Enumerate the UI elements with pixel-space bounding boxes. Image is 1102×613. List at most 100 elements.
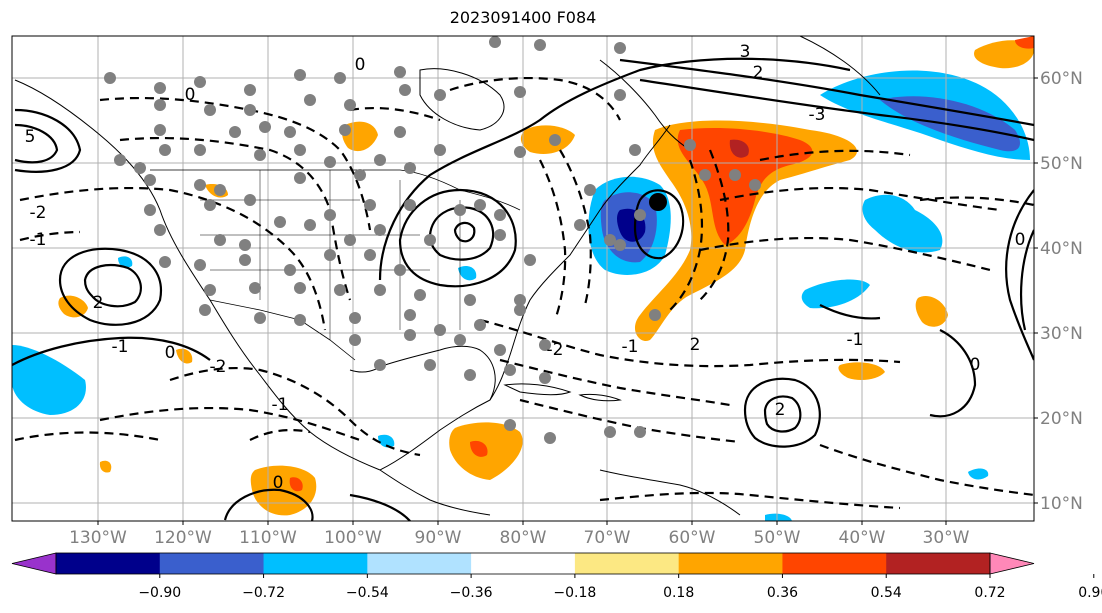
lon-label: 80°W: [500, 528, 547, 548]
contour-dashed-3: [19, 186, 327, 331]
station-dot: [284, 126, 296, 138]
station-dot: [394, 66, 406, 78]
colorbar-tick-label: −0.18: [553, 585, 596, 601]
contour-labels: 032-35-2-120-1 0-2-10-1 2 -102-20: [25, 42, 1026, 493]
station-dot: [244, 104, 256, 116]
contour-label: -1: [847, 330, 864, 350]
colorbar-segment: [263, 553, 368, 574]
contour-dashed-22: [249, 429, 311, 441]
contour-solid-south-pacific: [223, 488, 314, 521]
station-dot: [354, 169, 366, 181]
lat-label: 30°N: [1040, 324, 1083, 344]
station-dot: [214, 184, 226, 196]
station-dot: [364, 249, 376, 261]
station-dot: [544, 432, 556, 444]
station-dot: [424, 359, 436, 371]
station-dot: [539, 372, 551, 384]
lon-label: 90°W: [415, 528, 462, 548]
station-dot: [244, 84, 256, 96]
contour-dashed-17: [349, 106, 441, 122]
station-dot: [549, 134, 561, 146]
contour-solid-north-pacific-inner: [14, 123, 59, 164]
contour-solid-trough-inner: [428, 206, 495, 261]
contour-dashed-4: [19, 230, 81, 242]
contour-label: 2: [690, 335, 701, 355]
colorbar-segment: [159, 553, 265, 574]
positive-anomaly-east-atlantic: [915, 295, 948, 327]
contour-dashed-14: [819, 443, 1034, 497]
lon-label: 40°W: [839, 528, 886, 548]
station-dot: [434, 324, 446, 336]
contour-label: 2: [753, 63, 764, 83]
station-dot: [114, 154, 126, 166]
contour-label: -3: [809, 105, 826, 125]
station-dot: [144, 174, 156, 186]
station-dot: [204, 104, 216, 116]
colorbar-segment: [574, 553, 680, 574]
station-dot: [204, 199, 216, 211]
station-dot: [344, 234, 356, 246]
contour-label: 0: [273, 473, 284, 493]
station-dot: [604, 426, 616, 438]
station-dot: [254, 149, 266, 161]
lon-label: 120°W: [154, 528, 212, 548]
positive-anomaly-topright: [974, 40, 1034, 69]
negative-anomaly-central-atlantic: [801, 279, 870, 309]
station-dot: [514, 294, 526, 306]
contour-solid-far-east: [929, 329, 977, 418]
station-dot: [194, 144, 206, 156]
positive-anomaly-pacific-mid: [176, 348, 193, 364]
station-dot: [294, 282, 306, 294]
station-dot: [684, 139, 696, 151]
map-title: 2023091400 F084: [449, 8, 597, 27]
contour-label: 3: [740, 42, 751, 62]
shaded-anomaly-layer: [12, 36, 1034, 521]
lat-label: 10°N: [1040, 494, 1083, 514]
contour-dashed-8: [479, 318, 901, 368]
station-dot: [504, 364, 516, 376]
coastline-central-america: [379, 469, 491, 516]
station-dot: [294, 144, 306, 156]
station-dot: [154, 224, 166, 236]
contour-dashed-18: [669, 159, 704, 311]
positive-anomaly-canada-max: [729, 139, 749, 158]
station-dot: [614, 239, 626, 251]
colorbar-extend-high: [989, 552, 1035, 575]
station-observations: [104, 36, 761, 444]
station-dot: [374, 154, 386, 166]
colorbar-tick-label: −0.36: [450, 585, 493, 601]
contour-label: 2: [775, 400, 786, 420]
station-dot: [334, 72, 346, 84]
station-dot: [154, 82, 166, 94]
lon-label: 30°W: [923, 528, 970, 548]
positive-anomaly-pacific-west: [58, 295, 88, 318]
station-dot: [324, 209, 336, 221]
negative-anomaly-great-lakes: [458, 266, 477, 281]
station-dot: [539, 339, 551, 351]
colorbar-tick-label: 0.18: [663, 585, 694, 601]
contour-solid-northeast-2: [639, 78, 1034, 142]
station-dot: [294, 314, 306, 326]
station-dot: [304, 219, 316, 231]
contour-solid-eastern-ridge-2: [1019, 229, 1034, 331]
contour-label: 2: [93, 293, 104, 313]
contour-dashed-20: [559, 149, 592, 306]
coastlines: [14, 36, 881, 516]
negative-anomaly-east-pacific: [12, 345, 86, 415]
colorbar-segment: [782, 553, 887, 574]
lon-label: 130°W: [69, 528, 127, 548]
station-dot: [404, 329, 416, 341]
contour-solid-pacific-high: [58, 247, 163, 326]
station-dot: [474, 319, 486, 331]
station-dot: [249, 282, 261, 294]
coastline-hispaniola: [578, 393, 622, 402]
contour-dashed-1: [99, 96, 372, 231]
latitude-labels: 60°N 50°N 40°N 30°N 20°N 10°N: [1034, 69, 1083, 514]
station-dot: [514, 86, 526, 98]
lon-label: 110°W: [239, 528, 297, 548]
contour-dashed-13: [759, 149, 911, 162]
positive-anomaly-plains: [342, 121, 378, 152]
contour-label: -2: [547, 340, 564, 360]
station-dot: [464, 294, 476, 306]
station-dot: [204, 284, 216, 296]
